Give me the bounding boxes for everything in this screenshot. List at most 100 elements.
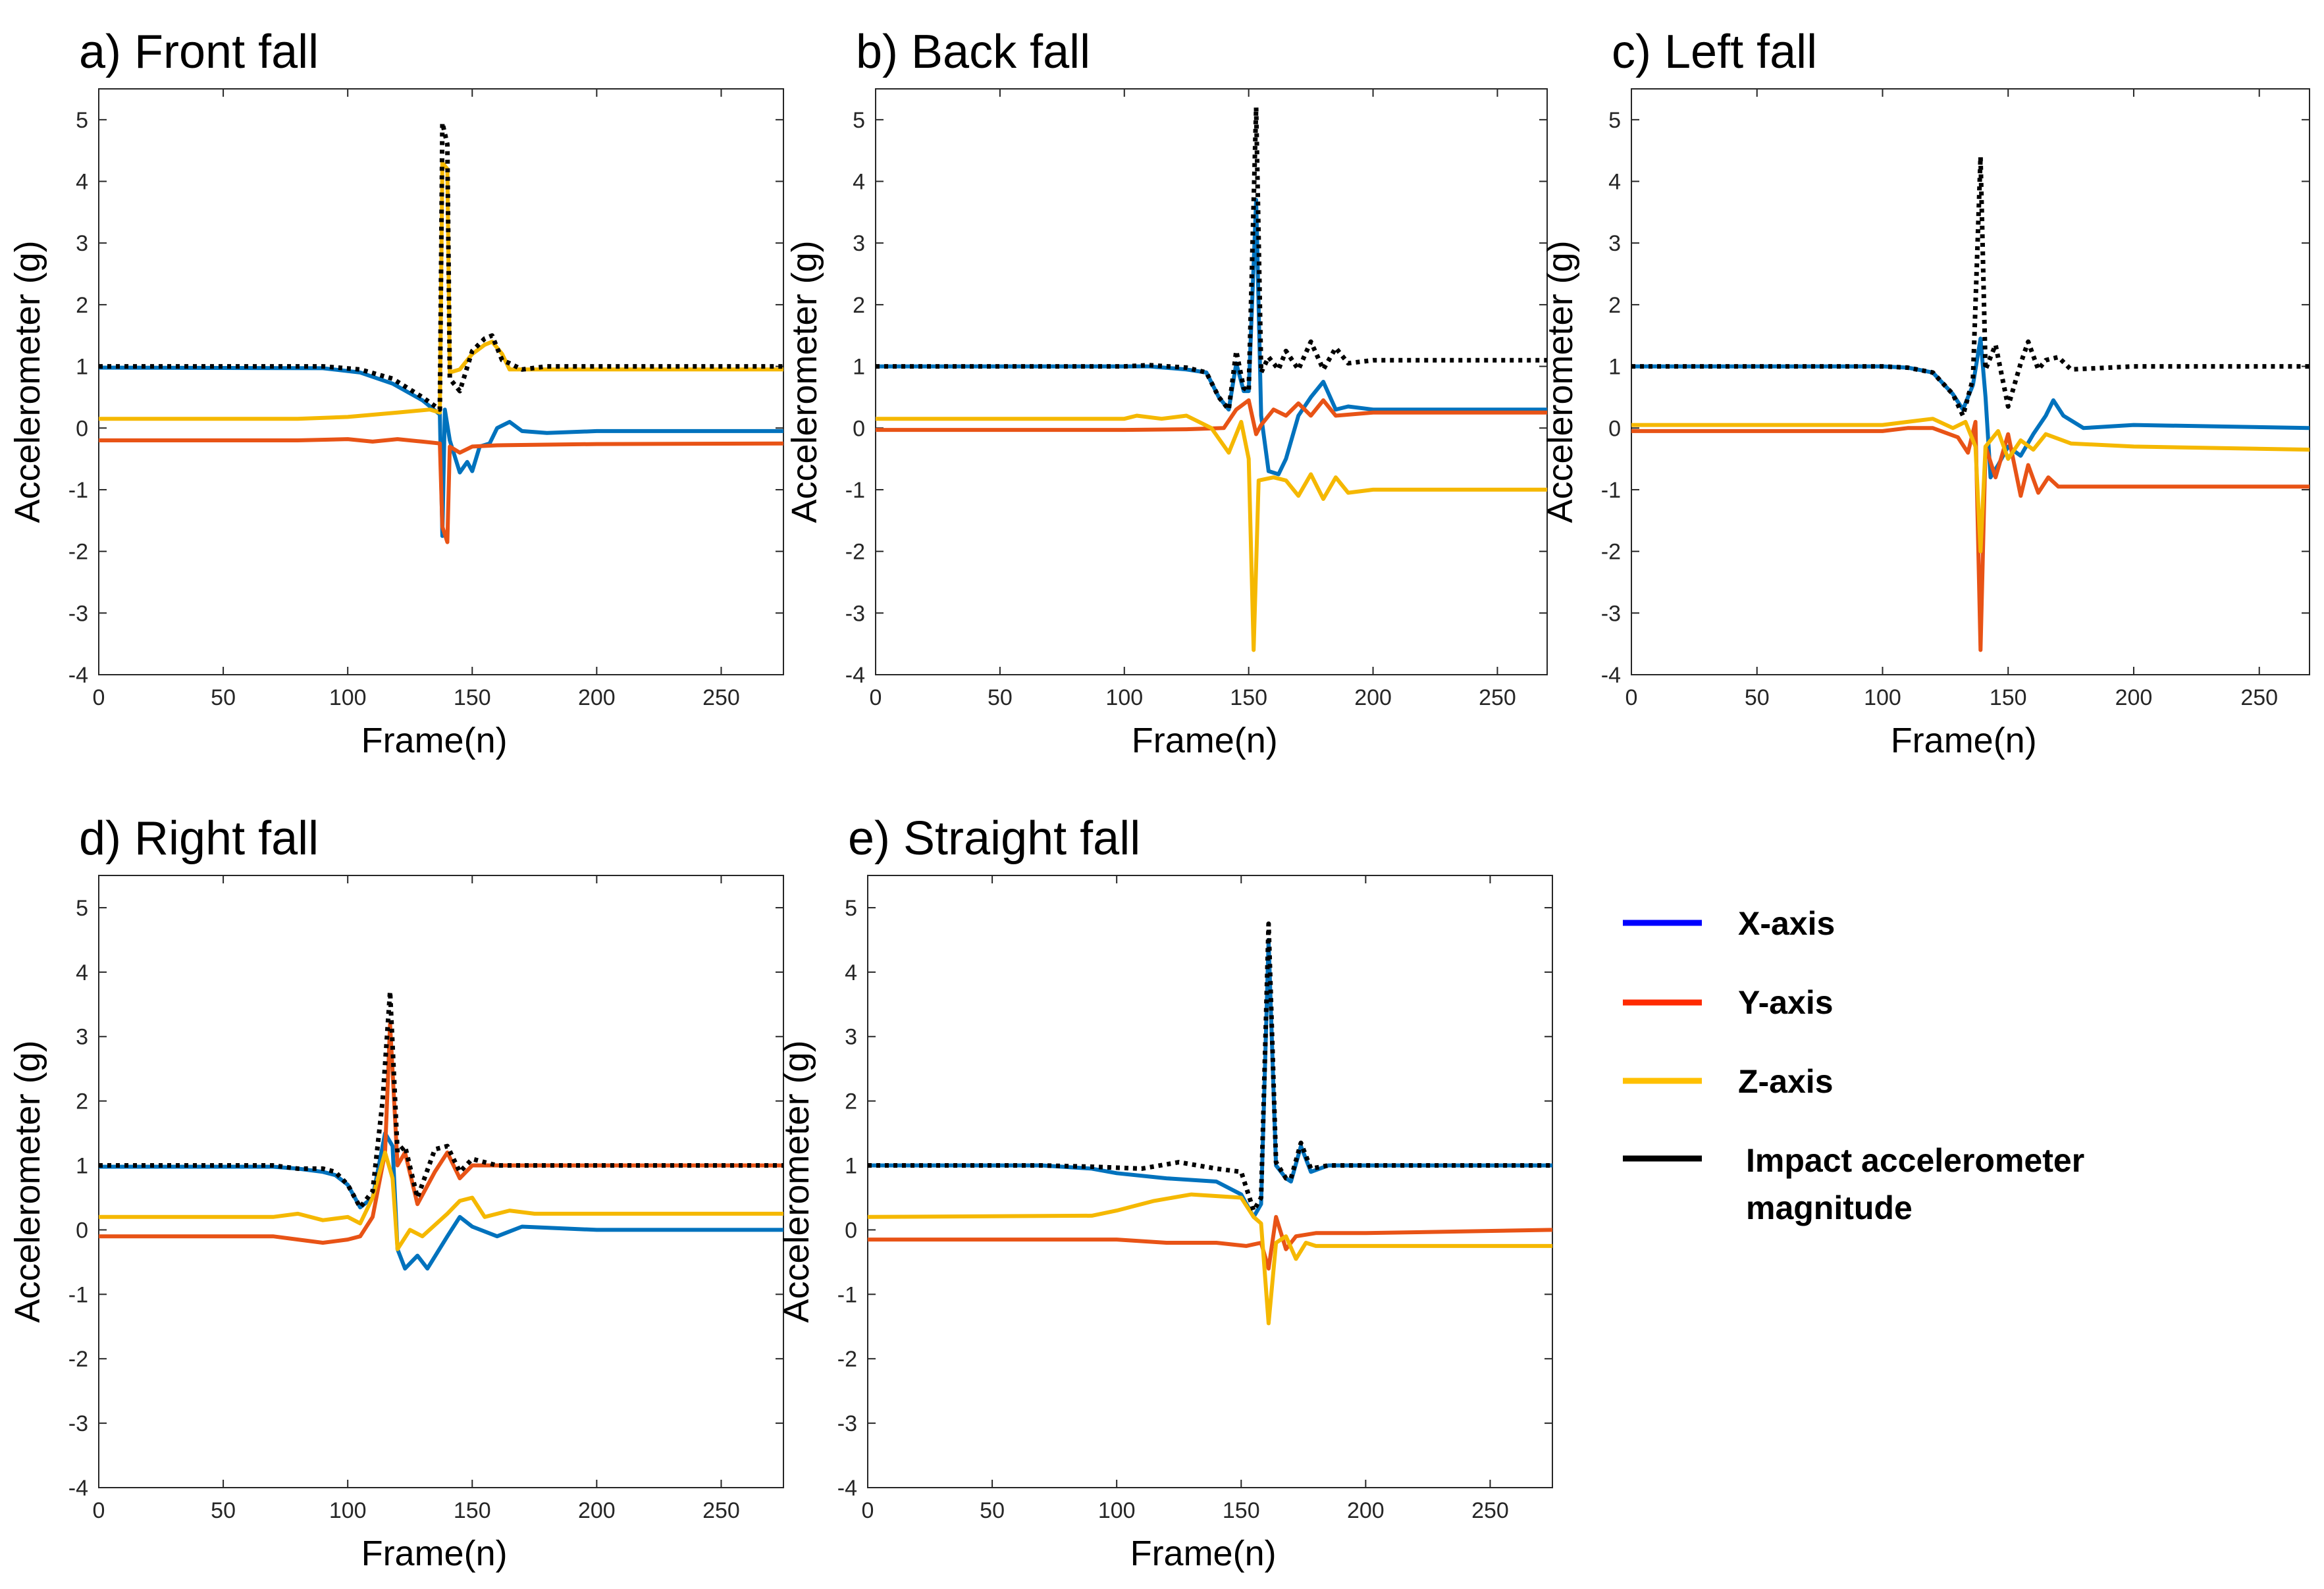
legend-label-impact-magnitude-line2: magnitude <box>1746 1189 1913 1226</box>
y-tick-label: -1 <box>837 1282 857 1307</box>
y-tick-label: -1 <box>1601 478 1621 503</box>
series-line-z-axis <box>99 161 783 421</box>
legend-label-y-axis: Y-axis <box>1738 984 1834 1021</box>
y-tick-label: -2 <box>845 540 865 565</box>
y-tick-label: -4 <box>68 663 88 688</box>
legend-label-z-axis: Z-axis <box>1738 1063 1834 1100</box>
series-line-z-axis <box>1631 417 2310 554</box>
x-tick-label: 150 <box>1990 685 2027 710</box>
y-tick-label: -4 <box>845 663 865 688</box>
series-line-impact-accelerometer-magnitude <box>868 921 1552 1213</box>
y-tick-label: -3 <box>1601 601 1621 626</box>
y-tick-label: 3 <box>76 1025 88 1050</box>
series-line-y-axis <box>99 437 783 544</box>
x-tick-label: 150 <box>454 685 491 710</box>
x-tick-label: 0 <box>862 1498 874 1523</box>
y-tick-label: 3 <box>853 231 865 256</box>
y-tick-label: 2 <box>76 293 88 318</box>
legend: X-axis Y-axis Z-axis Impact acceleromete… <box>1623 905 2084 1226</box>
series-line-y-axis <box>1631 419 2310 652</box>
y-tick-label: -2 <box>68 1347 88 1372</box>
y-axis-label: Accelerometer (g) <box>1541 240 1580 523</box>
y-tick-label: -3 <box>837 1411 857 1436</box>
panel-title: b) Back fall <box>856 26 1090 78</box>
y-tick-label: 3 <box>1608 231 1621 256</box>
y-tick-label: -4 <box>68 1476 88 1501</box>
x-tick-label: 50 <box>1745 685 1770 710</box>
y-tick-label: 0 <box>845 1218 857 1243</box>
x-tick-label: 250 <box>702 685 740 710</box>
x-axis-label: Frame(n) <box>361 1534 508 1573</box>
x-tick-label: 250 <box>1479 685 1516 710</box>
y-tick-label: -1 <box>68 478 88 503</box>
y-tick-label: -2 <box>837 1347 857 1372</box>
y-axis-label: Accelerometer (g) <box>8 240 47 523</box>
x-tick-label: 0 <box>1625 685 1638 710</box>
y-tick-label: 0 <box>76 1218 88 1243</box>
series-line-impact-accelerometer-magnitude <box>876 105 1547 412</box>
x-axis-label: Frame(n) <box>361 721 508 760</box>
x-tick-label: 100 <box>329 1498 367 1523</box>
plot-area-frame <box>1631 88 2310 675</box>
y-tick-label: 4 <box>1608 170 1621 195</box>
x-tick-label: 0 <box>870 685 882 710</box>
y-tick-label: 2 <box>1608 293 1621 318</box>
y-tick-label: 1 <box>76 355 88 380</box>
y-tick-label: 5 <box>845 896 857 921</box>
y-tick-label: 5 <box>853 108 865 133</box>
y-tick-label: 0 <box>76 416 88 441</box>
series-line-y-axis <box>868 1214 1552 1271</box>
y-axis-label: Accelerometer (g) <box>785 240 824 523</box>
x-tick-label: 50 <box>988 685 1013 710</box>
legend-label-x-axis: X-axis <box>1738 905 1835 942</box>
panel-title: a) Front fall <box>79 26 319 78</box>
x-tick-label: 50 <box>211 1498 236 1523</box>
y-tick-label: -1 <box>68 1282 88 1307</box>
series-line-z-axis <box>876 413 1547 652</box>
series-line-impact-accelerometer-magnitude <box>99 989 783 1210</box>
x-tick-label: 50 <box>980 1498 1005 1523</box>
y-tick-label: -3 <box>68 1411 88 1436</box>
x-tick-label: 100 <box>1105 685 1143 710</box>
x-tick-label: 200 <box>2115 685 2153 710</box>
y-tick-label: -3 <box>68 601 88 626</box>
x-tick-label: 100 <box>1864 685 1901 710</box>
y-tick-label: 4 <box>845 960 857 985</box>
series-line-y-axis <box>99 1022 783 1245</box>
x-axis-label: Frame(n) <box>1891 721 2037 760</box>
y-tick-label: -1 <box>845 478 865 503</box>
panel-title: d) Right fall <box>79 812 319 865</box>
panel-title: e) Straight fall <box>848 812 1140 865</box>
series-line-z-axis <box>868 1192 1552 1326</box>
y-tick-label: 5 <box>76 896 88 921</box>
y-tick-label: -2 <box>1601 540 1621 565</box>
y-tick-label: 5 <box>1608 108 1621 133</box>
series-line-x-axis <box>99 365 783 538</box>
series-line-impact-accelerometer-magnitude <box>1631 154 2310 418</box>
y-tick-label: 4 <box>853 170 865 195</box>
y-tick-label: 3 <box>76 231 88 256</box>
y-tick-label: 0 <box>853 416 865 441</box>
y-tick-label: -4 <box>1601 663 1621 688</box>
plot-area-frame <box>98 875 784 1488</box>
y-tick-label: 1 <box>853 355 865 380</box>
x-tick-label: 150 <box>1230 685 1267 710</box>
x-tick-label: 250 <box>1471 1498 1509 1523</box>
y-tick-label: 4 <box>76 170 88 195</box>
x-tick-label: 200 <box>1354 685 1392 710</box>
y-tick-label: 2 <box>853 293 865 318</box>
y-tick-label: 2 <box>845 1089 857 1114</box>
x-tick-label: 100 <box>329 685 367 710</box>
x-tick-label: 0 <box>93 1498 105 1523</box>
x-tick-label: 200 <box>578 685 616 710</box>
y-axis-label: Accelerometer (g) <box>777 1040 816 1322</box>
panel-title: c) Left fall <box>1612 26 1817 78</box>
y-axis-label: Accelerometer (g) <box>8 1040 47 1322</box>
y-tick-label: 4 <box>76 960 88 985</box>
x-tick-label: 150 <box>1223 1498 1260 1523</box>
x-tick-label: 250 <box>702 1498 740 1523</box>
